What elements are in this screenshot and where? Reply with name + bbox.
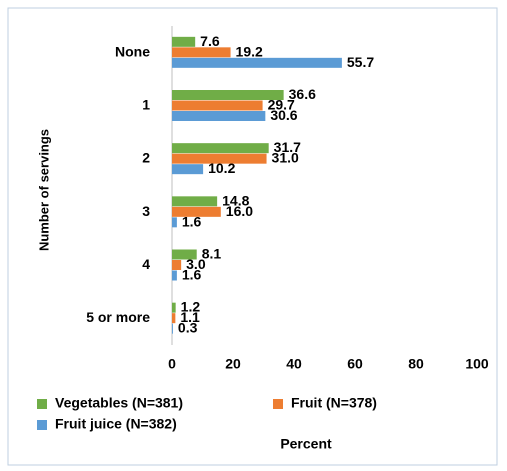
chart-frame [7, 7, 498, 466]
bar [172, 57, 342, 68]
legend-swatch [273, 399, 283, 409]
y-tick-label: 1 [142, 96, 150, 112]
bar [172, 217, 177, 228]
x-tick-label: 100 [465, 356, 489, 372]
value-label: 30.6 [270, 107, 297, 123]
value-label: 10.2 [208, 160, 235, 176]
value-label: 19.2 [236, 43, 263, 59]
bar [172, 313, 176, 324]
bar [172, 36, 196, 47]
bar [172, 249, 197, 260]
y-tick-label: 2 [142, 150, 150, 166]
value-label: 36.6 [289, 86, 316, 102]
bar [172, 100, 263, 111]
bar [172, 143, 269, 154]
y-tick-label: None [115, 43, 150, 59]
y-axis-label: Number of servings [36, 129, 51, 251]
bar [172, 111, 266, 121]
value-label: 0.3 [178, 320, 198, 336]
bar [172, 302, 176, 313]
value-label: 29.7 [268, 96, 295, 112]
bar [172, 153, 267, 164]
value-label: 31.0 [272, 150, 299, 166]
y-tick-label: 3 [142, 203, 150, 219]
y-tick-label: 4 [142, 256, 150, 272]
bar [172, 164, 204, 175]
bar [172, 323, 173, 334]
x-tick-label: 80 [408, 356, 424, 372]
bar [172, 196, 218, 207]
x-tick-label: 40 [286, 356, 302, 372]
value-label: 16.0 [226, 203, 253, 219]
value-label: 55.7 [347, 54, 374, 70]
legend-label: Fruit (N=378) [291, 395, 377, 411]
value-label: 3.0 [186, 256, 206, 272]
x-tick-label: 20 [225, 356, 241, 372]
value-label: 1.6 [182, 213, 202, 229]
value-label: 31.7 [274, 139, 301, 155]
value-label: 14.8 [222, 192, 249, 208]
bar [172, 47, 231, 58]
x-tick-label: 0 [168, 356, 176, 372]
value-label: 1.6 [182, 266, 202, 282]
legend-swatch [37, 420, 47, 430]
bar [172, 270, 177, 281]
legend-label: Fruit juice (N=382) [55, 416, 177, 432]
x-axis-label: Percent [280, 436, 332, 452]
value-label: 8.1 [202, 245, 222, 261]
value-label: 1.2 [181, 299, 201, 315]
value-label: 1.1 [180, 309, 200, 325]
bar [172, 90, 284, 100]
y-tick-label: 5 or more [86, 309, 150, 325]
legend-swatch [37, 399, 47, 409]
x-tick-label: 60 [347, 356, 363, 372]
bar [172, 206, 221, 217]
bar [172, 260, 182, 270]
legend-label: Vegetables (N=381) [55, 395, 183, 411]
value-label: 7.6 [200, 33, 220, 49]
